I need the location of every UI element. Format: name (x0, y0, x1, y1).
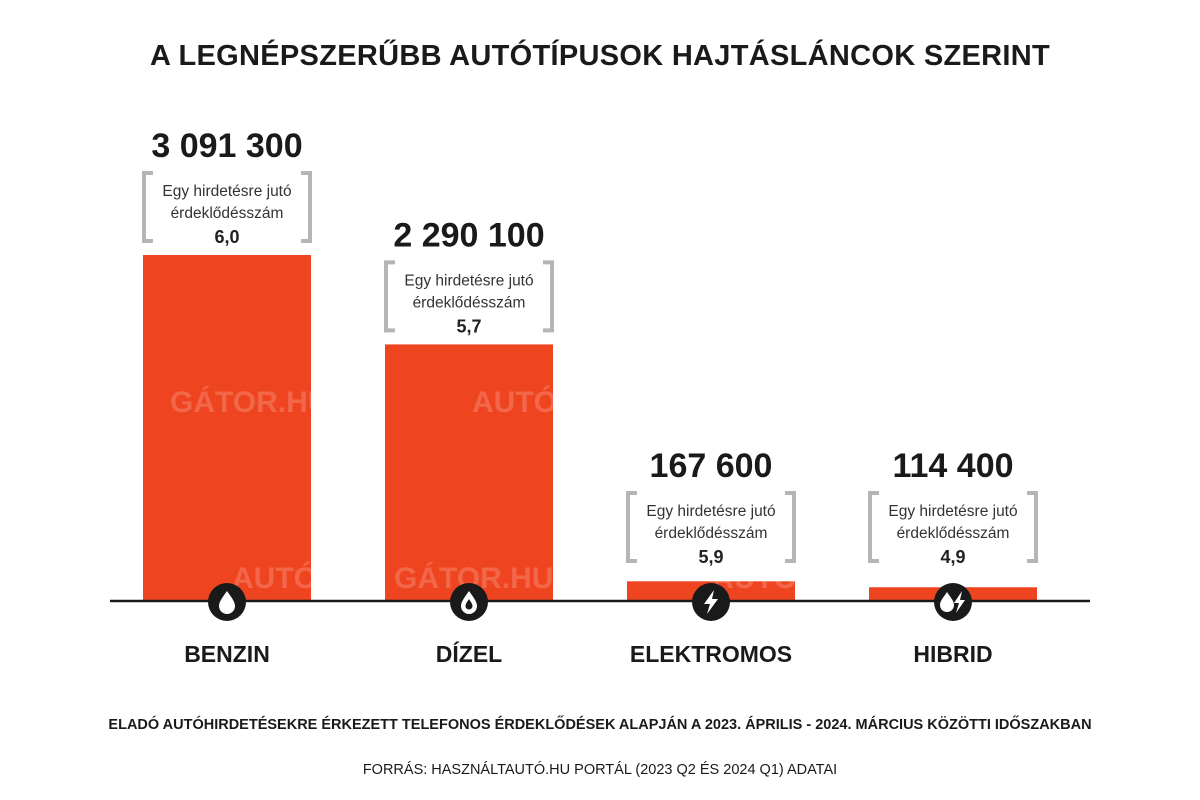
category-icon-badge (934, 583, 972, 621)
bar-dízel (385, 344, 553, 601)
watermark-text: AUTÓN (232, 561, 339, 595)
ratio-label-line-2: érdeklődésszám (171, 205, 284, 222)
left-bracket (384, 260, 395, 333)
ratio-label-line-1: Egy hirdetésre jutó (646, 503, 775, 520)
ratio-label-line-1: Egy hirdetésre jutó (888, 503, 1017, 520)
ratio-label-line-2: érdeklődésszám (655, 525, 768, 542)
value-label: 114 400 (892, 447, 1013, 485)
category-label: ELEKTROMOS (630, 641, 792, 667)
hybrid-drop-part (940, 592, 954, 612)
hybrid-lightning-part (954, 591, 965, 613)
value-label: 3 091 300 (151, 127, 302, 165)
ratio-label-line-1: Egy hirdetésre jutó (404, 272, 533, 289)
fuel-drop-icon (219, 591, 235, 614)
ratio-value: 6,0 (214, 227, 239, 247)
bar-benzin (143, 255, 311, 601)
category-icon-badge (450, 583, 488, 621)
right-bracket (785, 491, 796, 563)
right-bracket (1027, 491, 1038, 563)
watermark-text: GÁTOR.HU (170, 385, 329, 419)
value-label: 167 600 (650, 447, 773, 485)
right-bracket (301, 171, 312, 243)
left-bracket (626, 491, 637, 563)
ratio-label-line-2: érdeklődésszám (413, 294, 526, 311)
watermark-text: AUTÓN (472, 385, 579, 419)
lightning-icon (704, 590, 718, 614)
ratio-value: 5,9 (698, 547, 723, 567)
ratio-value: 5,7 (456, 316, 481, 336)
ratio-label-line-2: érdeklődésszám (897, 525, 1010, 542)
watermark-text: AUTÓN (712, 561, 819, 595)
ratio-label-line-1: Egy hirdetésre jutó (162, 183, 291, 200)
category-label: DÍZEL (436, 640, 502, 667)
category-icon-badge (692, 583, 730, 621)
footnote: ELADÓ AUTÓHIRDETÉSEKRE ÉRKEZETT TELEFONO… (108, 717, 1092, 733)
category-label: HIBRID (913, 641, 992, 667)
diesel-drop-inner (465, 599, 473, 610)
chart-title: A LEGNÉPSZERŰBB AUTÓTÍPUSOK HAJTÁSLÁNCOK… (149, 40, 1050, 72)
category-icon-badge (208, 583, 246, 621)
value-label: 2 290 100 (393, 216, 544, 254)
ratio-value: 4,9 (940, 547, 965, 567)
source-note: FORRÁS: HASZNÁLTAUTÓ.HU PORTÁL (2023 Q2 … (362, 762, 838, 778)
category-label: BENZIN (184, 641, 270, 667)
left-bracket (868, 491, 879, 563)
right-bracket (543, 260, 554, 333)
left-bracket (142, 171, 153, 243)
